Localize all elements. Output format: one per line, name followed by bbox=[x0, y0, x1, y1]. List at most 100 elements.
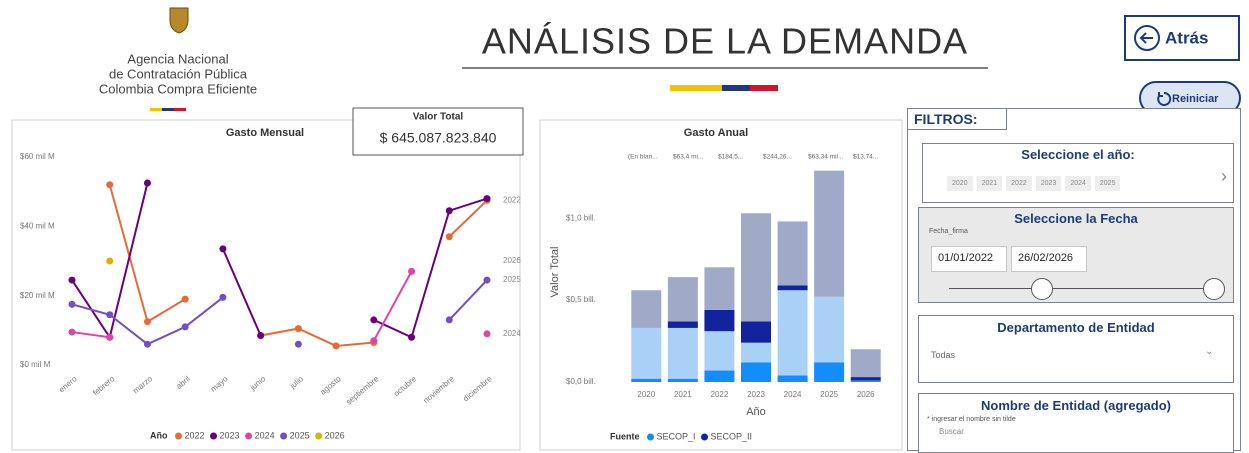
kpi-value: $ 645.087.823.840 bbox=[380, 130, 497, 146]
back-button[interactable]: Atrás bbox=[1124, 15, 1240, 61]
year-option[interactable]: 2022 bbox=[1006, 176, 1032, 191]
department-filter: Departamento de Entidad Todas ⌄ bbox=[918, 315, 1234, 383]
x-tick-label: 2023 bbox=[747, 390, 765, 399]
data-point bbox=[445, 316, 453, 324]
data-point bbox=[483, 276, 491, 284]
bar-segment bbox=[667, 327, 698, 379]
bar-segment bbox=[704, 331, 735, 371]
logo-shield bbox=[169, 7, 189, 34]
entity-filter: Nombre de Entidad (agregado) * ingresar … bbox=[918, 393, 1234, 453]
year-option[interactable]: 2020 bbox=[947, 176, 973, 191]
data-point bbox=[294, 340, 302, 348]
filter-label: Nombre de Entidad (agregado) bbox=[981, 398, 1171, 413]
field-label: Fecha_firma bbox=[929, 228, 968, 235]
legend-swatch bbox=[315, 432, 323, 440]
end-label: 2022 bbox=[503, 195, 521, 204]
date-end[interactable]: 26/02/2026 bbox=[1011, 246, 1087, 272]
bar-segment bbox=[667, 321, 698, 328]
logo-line: de Contratación Pública bbox=[109, 66, 248, 81]
reset-icon bbox=[1157, 91, 1172, 106]
slider-handle[interactable] bbox=[1203, 278, 1225, 300]
end-label: 2025 bbox=[503, 275, 521, 284]
hint: * ingresar el nombre sin tilde bbox=[927, 416, 1016, 423]
year-option[interactable]: 2023 bbox=[1035, 176, 1062, 191]
bar-segment bbox=[741, 321, 771, 343]
filters-title: FILTROS: bbox=[907, 108, 1007, 130]
back-arrow bbox=[1139, 32, 1153, 44]
top-label: $184,5... bbox=[718, 154, 743, 161]
page-title: ANÁLISIS DE LA DEMANDA bbox=[482, 21, 968, 62]
data-point bbox=[483, 195, 491, 203]
data-point bbox=[143, 318, 151, 326]
data-point bbox=[181, 295, 189, 303]
kpi-card bbox=[352, 107, 524, 156]
reset-label: Reiniciar bbox=[1172, 93, 1219, 105]
legend-title: Fuente bbox=[610, 431, 640, 441]
x-axis-label: Año bbox=[746, 406, 766, 418]
top-label: $244,26... bbox=[763, 154, 792, 161]
data-point bbox=[181, 323, 189, 331]
bar-segment bbox=[667, 277, 698, 322]
chart-title: Gasto Mensual bbox=[226, 127, 304, 139]
y-axis-label: Valor Total bbox=[549, 247, 561, 298]
back-icon bbox=[1134, 25, 1160, 51]
x-tick-label: 2020 bbox=[637, 390, 655, 399]
top-label: $13,74... bbox=[853, 154, 878, 161]
chevron[interactable]: › bbox=[1221, 166, 1227, 186]
bar-segment bbox=[777, 221, 808, 286]
data-point bbox=[106, 333, 114, 341]
legend-swatch bbox=[210, 432, 218, 440]
top-label: (En blan... bbox=[628, 154, 658, 161]
legend-swatch bbox=[245, 432, 253, 440]
bar-segment bbox=[814, 296, 845, 363]
panel bbox=[11, 119, 521, 451]
slider-track bbox=[949, 288, 1215, 289]
legend-label: 2024 bbox=[255, 430, 275, 440]
logo-line: Agencia Nacional bbox=[127, 51, 228, 66]
data-point bbox=[408, 333, 416, 341]
bar-segment bbox=[704, 309, 735, 332]
y-tick-label: $60 mil M bbox=[20, 152, 55, 161]
dropdown[interactable]: Todas bbox=[931, 350, 956, 360]
button-frame bbox=[1124, 15, 1240, 61]
end-label: 2024 bbox=[503, 329, 521, 338]
data-point bbox=[68, 276, 76, 284]
x-tick-label: 2025 bbox=[820, 390, 838, 399]
legend-title: Año bbox=[150, 430, 168, 440]
filter-label: Seleccione el año: bbox=[1021, 147, 1135, 162]
back-label: Atrás bbox=[1165, 28, 1208, 47]
reset-button[interactable]: Reiniciar bbox=[1139, 81, 1241, 115]
search-input[interactable]: Buscar bbox=[939, 427, 964, 436]
legend-label: 2025 bbox=[290, 430, 310, 440]
chevron: ⌄ bbox=[1205, 346, 1214, 357]
year-option[interactable]: 2021 bbox=[976, 176, 1003, 191]
y-tick-label: $0,5 bill. bbox=[566, 295, 596, 304]
data-point bbox=[219, 293, 227, 301]
end-label: 2026 bbox=[503, 256, 521, 265]
slider-handle[interactable] bbox=[1031, 278, 1053, 300]
x-tick-label: 2021 bbox=[674, 390, 692, 399]
legend-swatch bbox=[280, 432, 288, 440]
flag bbox=[174, 108, 186, 111]
y-tick-label: $20 mil M bbox=[20, 291, 55, 300]
flag bbox=[750, 85, 778, 91]
bar-segment bbox=[777, 375, 808, 382]
top-label: $63,4 mi... bbox=[673, 154, 704, 161]
bar-segment bbox=[704, 267, 735, 310]
year-option[interactable]: 2025 bbox=[1094, 176, 1121, 191]
bar-segment bbox=[704, 370, 735, 382]
year-option[interactable]: 2024 bbox=[1065, 176, 1091, 191]
y-tick-label: $1,0 bill. bbox=[566, 213, 596, 222]
data-point bbox=[332, 342, 340, 350]
legend-label: 2022 bbox=[185, 430, 205, 440]
date-start[interactable]: 01/01/2022 bbox=[931, 246, 1007, 272]
data-point bbox=[68, 300, 76, 308]
filters-panel: FILTROS: Seleccione el año: 2020 2021 2022… bbox=[907, 108, 1241, 453]
bar-segment bbox=[850, 377, 881, 381]
bar-segment bbox=[667, 378, 698, 382]
filter-label: Seleccione la Fecha bbox=[1014, 211, 1138, 226]
bar-segment bbox=[741, 342, 771, 363]
y-tick-label: $40 mil M bbox=[20, 221, 55, 230]
legend-label: 2023 bbox=[220, 430, 240, 440]
